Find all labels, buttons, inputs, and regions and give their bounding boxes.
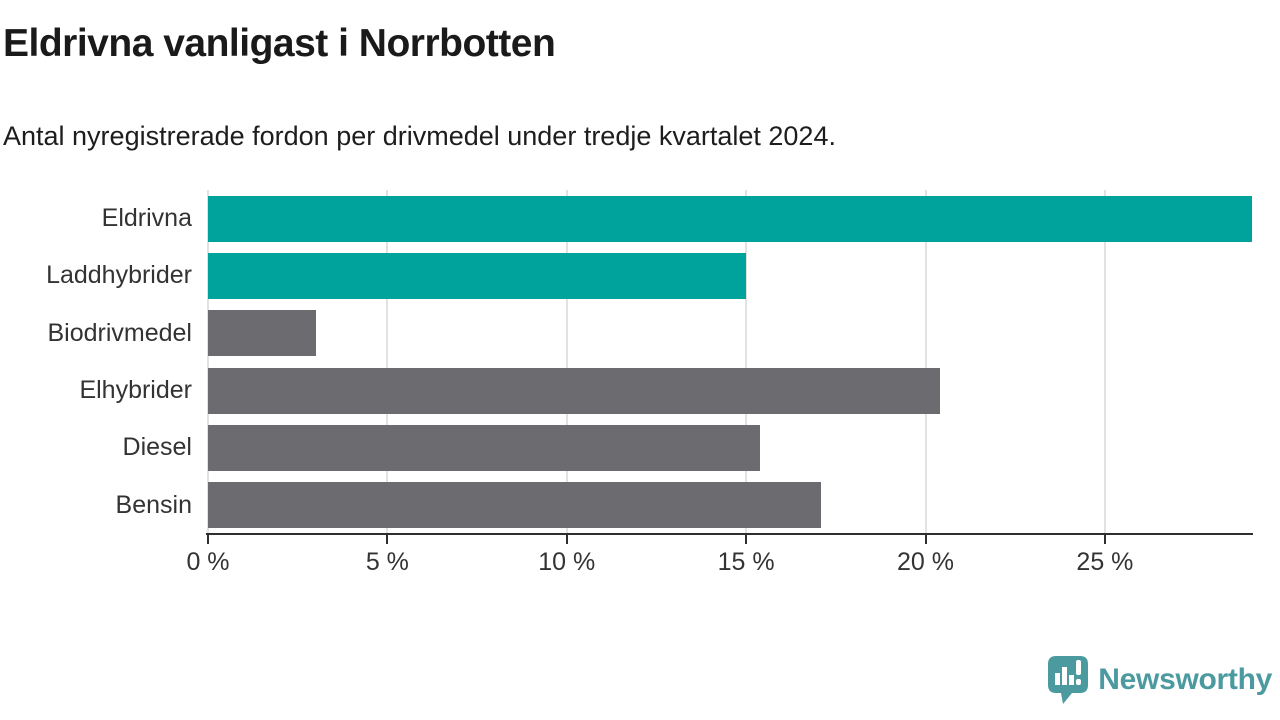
x-tick-label: 10 % — [538, 548, 596, 576]
newsworthy-logo: Newsworthy — [1047, 655, 1272, 705]
bar-bensin — [208, 482, 822, 529]
x-tick-label: 0 % — [186, 548, 230, 576]
x-tick-label: 15 % — [717, 548, 775, 576]
newsworthy-icon — [1048, 656, 1089, 704]
gridline — [386, 190, 389, 534]
category-label-eldrivna: Eldrivna — [101, 204, 192, 233]
gridline — [565, 190, 568, 534]
gridline — [924, 190, 927, 534]
gridline — [207, 190, 209, 534]
x-tick-label: 20 % — [897, 548, 955, 576]
x-tick-label: 25 % — [1076, 548, 1134, 576]
x-axis-tick — [386, 535, 389, 544]
category-labels: Eldrivna Laddhybrider Biodrivmedel Elhybrid… — [0, 190, 192, 534]
chart-title: Eldrivna vanligast i Norrbotten — [3, 22, 556, 65]
chart-subtitle: Antal nyregistrerade fordon per drivmede… — [3, 121, 836, 151]
category-label-bensin: Bensin — [115, 490, 192, 519]
x-tick-label: 5 % — [365, 548, 409, 576]
category-label-biodrivmedel: Biodrivmedel — [47, 318, 192, 347]
bar-laddhybrider — [208, 253, 747, 299]
bar-biodrivmedel — [208, 310, 316, 357]
x-axis-tick — [565, 535, 568, 544]
category-label-laddhybrider: Laddhybrider — [46, 261, 192, 290]
bar-eldrivna — [208, 195, 1252, 242]
x-axis-tick — [924, 535, 927, 544]
gridline — [1103, 190, 1106, 534]
x-axis-tick — [745, 535, 748, 544]
gridline — [745, 190, 748, 534]
category-label-diesel: Diesel — [122, 433, 192, 462]
bar-elhybrider — [208, 367, 940, 414]
x-axis-line — [206, 533, 1253, 535]
bar-diesel — [208, 425, 761, 471]
plot-area — [207, 190, 1252, 534]
newsworthy-wordmark: Newsworthy — [1098, 663, 1272, 696]
x-axis-tick — [207, 535, 209, 544]
category-label-elhybrider: Elhybrider — [79, 376, 192, 405]
x-axis-tick — [1103, 535, 1106, 544]
